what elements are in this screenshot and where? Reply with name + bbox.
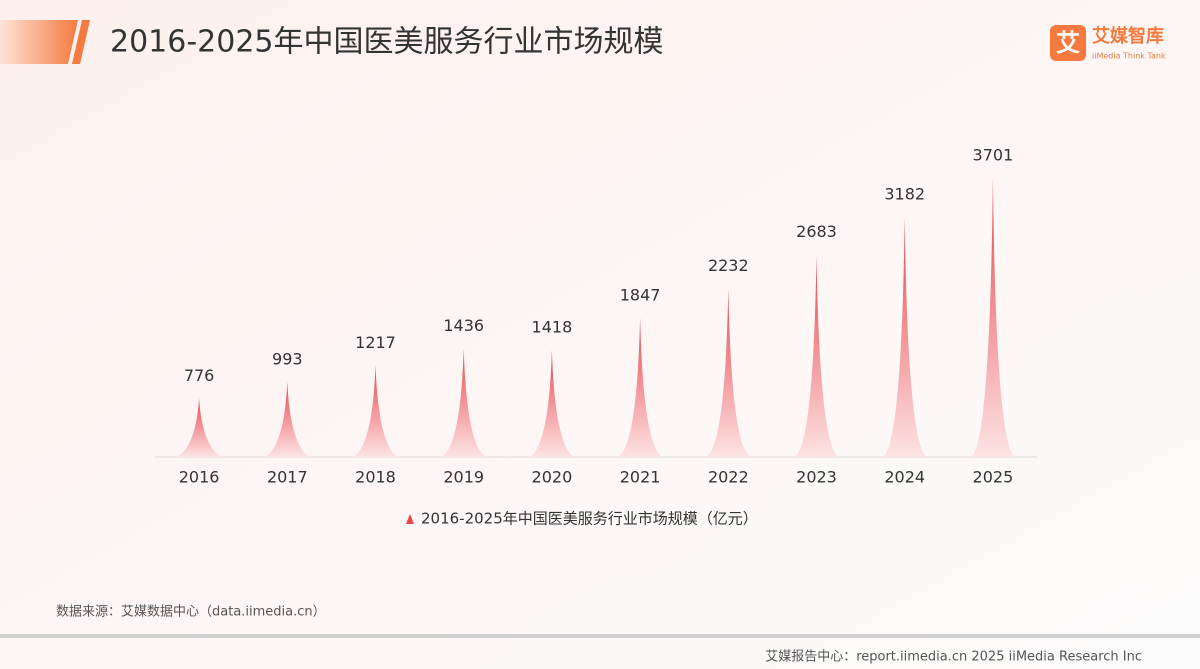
footer: 艾媒报告中心：report.iimedia.cn 2025 iiMedia Re… [765, 650, 1142, 665]
source: 数据来源：艾媒数据中心（data.iimedia.cn） [56, 605, 326, 620]
x-tick-label: 2018 [355, 468, 396, 487]
logo-icon: 艾 [1056, 29, 1080, 57]
spike [441, 348, 486, 457]
spike [529, 350, 574, 457]
spike [970, 178, 1015, 457]
value-label: 2683 [796, 222, 837, 241]
x-tick-label: 2016 [179, 468, 220, 487]
x-tick-label: 2025 [973, 468, 1014, 487]
value-label: 1436 [443, 316, 484, 335]
x-tick-label: 2019 [443, 468, 484, 487]
value-label: 1418 [532, 318, 573, 337]
value-label: 1847 [620, 285, 661, 304]
value-label: 3182 [884, 185, 925, 204]
footer-rule [0, 634, 1200, 638]
x-tick-label: 2020 [532, 468, 573, 487]
x-tick-label: 2023 [796, 468, 837, 487]
spike [177, 398, 222, 457]
header-accent [72, 20, 90, 64]
spike [706, 288, 751, 457]
x-tick-label: 2024 [884, 468, 925, 487]
legend-label: 2016-2025年中国医美服务行业市场规模（亿元） [421, 510, 758, 528]
x-tick-label: 2021 [620, 468, 661, 487]
logo-mark [1050, 25, 1086, 61]
value-label: 2232 [708, 256, 749, 275]
spike [794, 254, 839, 457]
logo-tagline: iiMedia Think Tank [1092, 52, 1166, 61]
spike [353, 365, 398, 457]
header-band [0, 20, 78, 64]
logo-name: 艾媒智库 [1092, 25, 1164, 47]
value-label: 776 [184, 366, 215, 385]
legend-swatch [406, 514, 414, 524]
x-tick-label: 2022 [708, 468, 749, 487]
value-label: 3701 [973, 146, 1014, 165]
spike [618, 317, 663, 457]
plot: 2016 776 2017 993 2018 1217 2019 1436 2020 1418 20… [177, 146, 1015, 528]
value-label: 993 [272, 350, 303, 369]
spike [265, 382, 310, 457]
spike [882, 217, 927, 457]
title: 2016-2025年中国医美服务行业市场规模 [110, 25, 664, 60]
value-label: 1217 [355, 333, 396, 352]
x-tick-label: 2017 [267, 468, 308, 487]
